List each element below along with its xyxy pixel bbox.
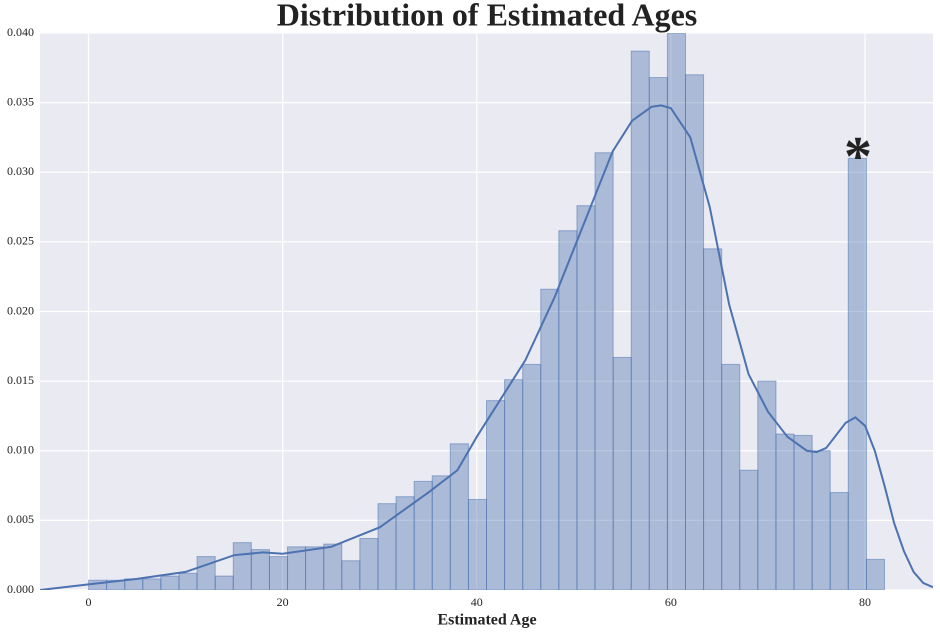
bar xyxy=(594,152,614,590)
bar xyxy=(250,549,270,590)
plot-marks xyxy=(40,33,933,590)
y-tick-label: 0.025 xyxy=(7,234,34,248)
bar xyxy=(576,205,596,590)
bar xyxy=(558,230,578,590)
y-tick-label: 0.010 xyxy=(7,443,34,457)
bar xyxy=(775,433,795,590)
y-tick-label: 0.005 xyxy=(7,512,34,526)
y-tick-label: 0.040 xyxy=(7,25,34,39)
bar xyxy=(486,400,506,590)
bar xyxy=(431,475,451,590)
bar xyxy=(504,379,524,590)
bar xyxy=(739,469,759,590)
x-tick-label: 80 xyxy=(859,595,871,609)
y-tick-label: 0.035 xyxy=(7,94,34,108)
bar xyxy=(178,572,198,590)
bar xyxy=(630,50,650,590)
bar xyxy=(305,546,325,590)
x-tick-label: 0 xyxy=(86,595,92,609)
x-tick-label: 40 xyxy=(471,595,483,609)
bar xyxy=(811,450,831,590)
bar xyxy=(323,543,343,590)
bar xyxy=(648,77,668,590)
x-tick-label: 60 xyxy=(665,595,677,609)
annotation: * xyxy=(844,126,872,188)
bar xyxy=(359,537,379,590)
bar xyxy=(413,480,433,590)
bar xyxy=(757,380,777,590)
bar xyxy=(395,496,415,590)
y-tick-label: 0.020 xyxy=(7,303,34,317)
bar xyxy=(703,248,723,590)
chart-title: Distribution of Estimated Ages xyxy=(277,0,697,32)
y-tick-label: 0.015 xyxy=(7,373,34,387)
labels: 0.000 0.005 0.010 0.015 0.020 0.025 0.030 0.035… xyxy=(7,25,871,609)
bar xyxy=(793,434,813,590)
bar xyxy=(467,498,487,590)
bar xyxy=(847,157,867,590)
bar xyxy=(721,363,741,590)
y-tick-label: 0.000 xyxy=(7,582,34,596)
bar xyxy=(196,556,216,590)
bar xyxy=(268,556,289,590)
bar xyxy=(829,492,849,590)
bar xyxy=(540,288,560,590)
kde-line xyxy=(40,104,933,590)
bar xyxy=(865,558,885,590)
y-tick-label: 0.030 xyxy=(7,164,34,178)
bar xyxy=(522,363,542,590)
bar xyxy=(214,575,234,590)
x-tick-label: 20 xyxy=(277,595,289,609)
bar xyxy=(341,560,361,590)
bar xyxy=(142,578,162,590)
bar xyxy=(232,542,252,590)
bar xyxy=(160,575,180,590)
x-axis-label: Estimated Age xyxy=(437,612,536,629)
bar xyxy=(612,356,632,590)
